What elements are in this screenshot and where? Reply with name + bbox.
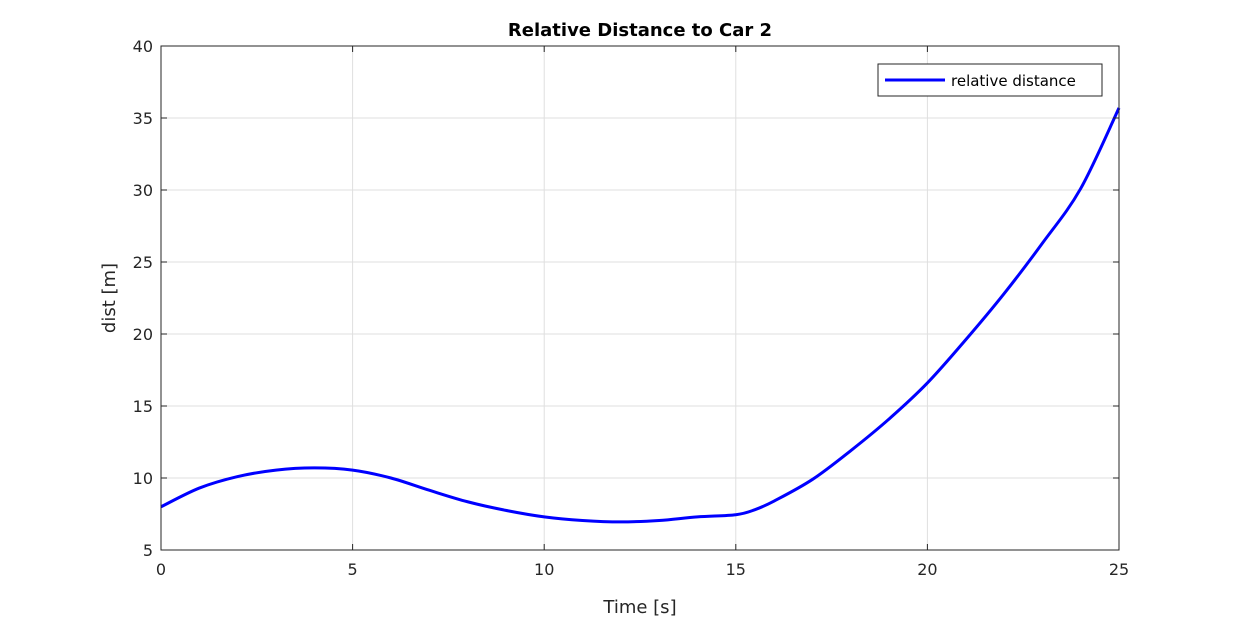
y-tick-label: 35 <box>133 109 153 128</box>
series-layer <box>160 107 1121 524</box>
y-tick-label: 30 <box>133 181 153 200</box>
y-tick-label: 15 <box>133 397 153 416</box>
y-tick-label: 10 <box>133 469 153 488</box>
legend: relative distance <box>877 63 1103 97</box>
plot-frame <box>160 45 1120 551</box>
x-tick-label: 15 <box>726 560 746 579</box>
y-axis-label: dist [m] <box>99 263 120 333</box>
x-axis-label: Time [s] <box>602 597 676 618</box>
y-tick-label: 40 <box>133 37 153 56</box>
x-tick-label: 25 <box>1109 560 1129 579</box>
y-tick-label: 20 <box>133 325 153 344</box>
y-tick-label: 5 <box>143 541 153 560</box>
x-tick-label: 0 <box>156 560 166 579</box>
x-tick-label: 20 <box>917 560 937 579</box>
series-line-relative-distance <box>160 107 1121 524</box>
legend-label: relative distance <box>951 72 1076 90</box>
plot-area <box>161 46 1119 550</box>
x-tick-label: 5 <box>348 560 358 579</box>
chart-title: Relative Distance to Car 2 <box>508 20 772 41</box>
y-tick-label: 25 <box>133 253 153 272</box>
x-tick-label: 10 <box>534 560 554 579</box>
